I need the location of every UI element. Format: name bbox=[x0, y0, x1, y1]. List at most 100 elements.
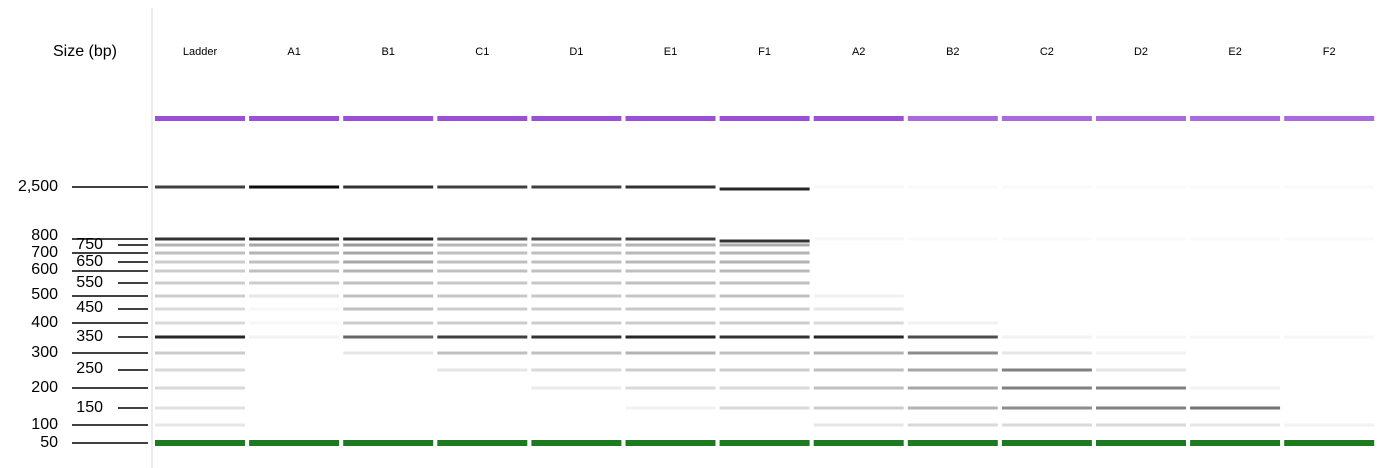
upper-marker-band bbox=[1284, 116, 1375, 121]
band bbox=[907, 321, 998, 325]
band bbox=[625, 281, 716, 285]
band bbox=[813, 321, 904, 325]
lane-label: C1 bbox=[475, 46, 489, 58]
band bbox=[531, 260, 622, 264]
size-label: 500 bbox=[31, 286, 58, 303]
band bbox=[249, 260, 340, 264]
band bbox=[155, 281, 245, 285]
band bbox=[531, 269, 622, 273]
band bbox=[625, 335, 716, 339]
band bbox=[719, 321, 810, 325]
band bbox=[719, 243, 810, 247]
band bbox=[249, 294, 340, 298]
band bbox=[155, 335, 245, 339]
band bbox=[625, 243, 716, 247]
band bbox=[343, 307, 434, 311]
band bbox=[343, 260, 434, 264]
band bbox=[437, 335, 528, 339]
band bbox=[343, 335, 434, 339]
band bbox=[907, 237, 998, 241]
band bbox=[1190, 406, 1281, 410]
band bbox=[531, 321, 622, 325]
band bbox=[719, 251, 810, 255]
band bbox=[531, 294, 622, 298]
size-label: 50 bbox=[40, 434, 58, 451]
lane-label: A1 bbox=[287, 46, 300, 58]
band bbox=[155, 269, 245, 273]
band bbox=[1190, 386, 1281, 390]
band bbox=[625, 269, 716, 273]
band bbox=[249, 281, 340, 285]
size-label: 350 bbox=[76, 328, 103, 345]
lane-label: D2 bbox=[1134, 46, 1148, 58]
band bbox=[625, 237, 716, 241]
band bbox=[813, 335, 904, 339]
size-label: 200 bbox=[31, 379, 58, 396]
band bbox=[437, 185, 528, 189]
band bbox=[343, 251, 434, 255]
band bbox=[719, 368, 810, 372]
band bbox=[155, 294, 245, 298]
band bbox=[1001, 185, 1092, 189]
band bbox=[343, 294, 434, 298]
upper-marker-band bbox=[625, 116, 716, 121]
band bbox=[719, 335, 810, 339]
band bbox=[155, 351, 245, 355]
band bbox=[625, 251, 716, 255]
band bbox=[531, 281, 622, 285]
band bbox=[625, 185, 716, 189]
band bbox=[155, 386, 245, 390]
lower-marker-band bbox=[437, 440, 528, 446]
band bbox=[437, 321, 528, 325]
band bbox=[625, 294, 716, 298]
upper-marker-band bbox=[155, 116, 245, 121]
band bbox=[719, 260, 810, 264]
band bbox=[155, 251, 245, 255]
band bbox=[155, 260, 245, 264]
band bbox=[249, 243, 340, 247]
size-label: 2,500 bbox=[18, 178, 58, 195]
band bbox=[813, 185, 904, 189]
band bbox=[343, 281, 434, 285]
band bbox=[625, 386, 716, 390]
band bbox=[907, 368, 998, 372]
band bbox=[155, 243, 245, 247]
band bbox=[343, 237, 434, 241]
band bbox=[719, 294, 810, 298]
band bbox=[1190, 423, 1281, 427]
band bbox=[1096, 237, 1186, 241]
lower-marker-band bbox=[155, 440, 245, 446]
band bbox=[249, 237, 340, 241]
band bbox=[907, 335, 998, 339]
band bbox=[343, 351, 434, 355]
band bbox=[1001, 386, 1092, 390]
lower-marker-band bbox=[531, 440, 622, 446]
band bbox=[1001, 351, 1092, 355]
band bbox=[437, 251, 528, 255]
band bbox=[625, 307, 716, 311]
lane-label: F1 bbox=[758, 46, 771, 58]
upper-marker-band bbox=[1001, 116, 1092, 121]
band bbox=[343, 185, 434, 189]
band bbox=[813, 423, 904, 427]
band bbox=[249, 321, 340, 325]
band bbox=[1284, 423, 1375, 427]
band bbox=[1284, 335, 1375, 339]
lower-marker-band bbox=[1001, 440, 1092, 446]
lower-marker-band bbox=[907, 440, 998, 446]
band bbox=[1190, 335, 1281, 339]
size-label: 400 bbox=[31, 314, 58, 331]
band bbox=[343, 269, 434, 273]
band bbox=[1001, 423, 1092, 427]
size-label: 750 bbox=[76, 236, 103, 253]
size-label: 450 bbox=[76, 299, 103, 316]
band bbox=[249, 269, 340, 273]
upper-marker-band bbox=[907, 116, 998, 121]
band bbox=[719, 386, 810, 390]
size-label: 650 bbox=[76, 253, 103, 270]
band bbox=[719, 351, 810, 355]
band bbox=[531, 368, 622, 372]
band bbox=[155, 185, 245, 189]
